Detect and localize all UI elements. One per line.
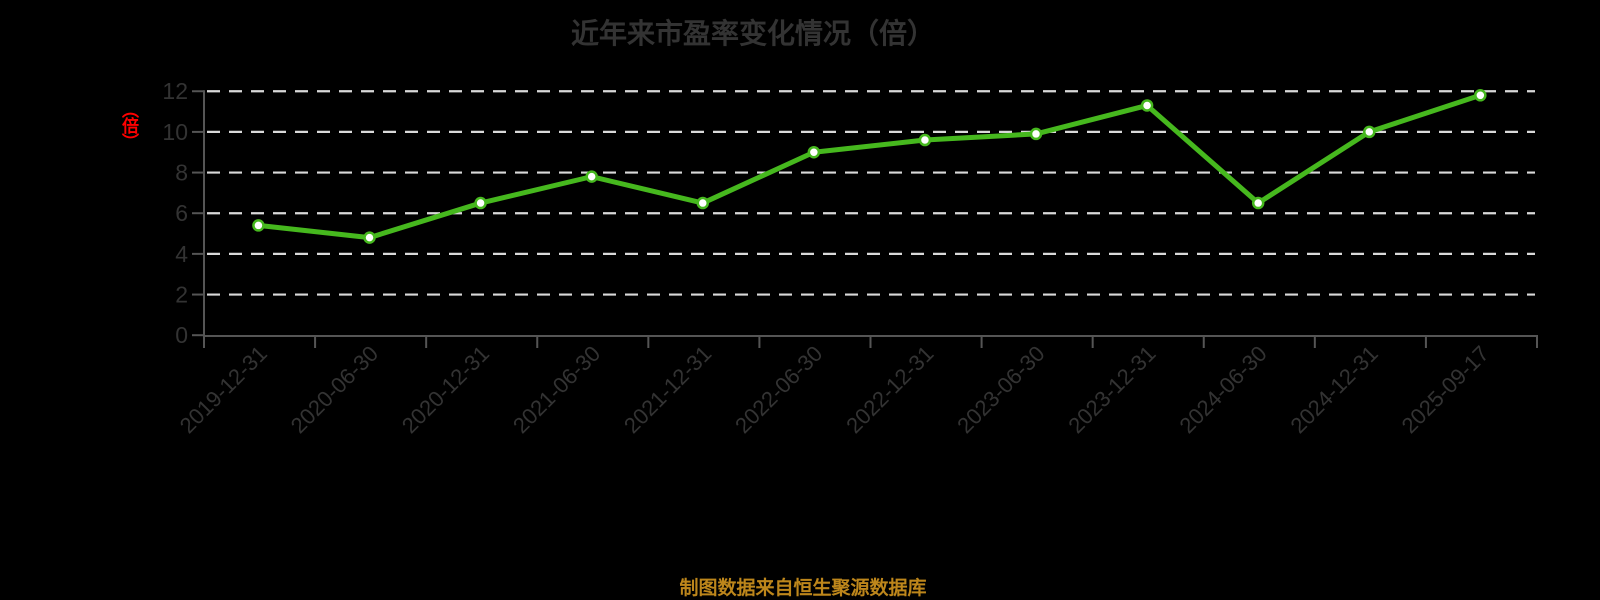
x-tick-label: 2019-12-31 bbox=[175, 341, 272, 438]
x-tick-label: 2021-06-30 bbox=[508, 341, 605, 438]
y-axis-unit-label: （倍） bbox=[119, 101, 138, 149]
y-tick-label: 4 bbox=[175, 241, 188, 267]
data-point-marker bbox=[585, 170, 598, 183]
data-point-marker bbox=[1029, 127, 1043, 141]
x-tick-label: 2022-06-30 bbox=[730, 341, 827, 438]
y-tick-label: 10 bbox=[162, 119, 188, 145]
x-tick-label: 2024-06-30 bbox=[1174, 341, 1271, 438]
y-tick-label: 8 bbox=[175, 160, 188, 186]
x-tick-label: 2021-12-31 bbox=[619, 341, 716, 438]
x-tick-label: 2025-09-17 bbox=[1397, 341, 1494, 438]
data-point-marker bbox=[363, 231, 376, 244]
data-point-marker bbox=[1251, 196, 1265, 210]
data-point-marker bbox=[1474, 89, 1487, 102]
x-tick-label: 2020-12-31 bbox=[397, 341, 494, 438]
y-tick-label: 6 bbox=[175, 200, 188, 226]
x-tick-label: 2023-06-30 bbox=[952, 341, 1049, 438]
data-point-marker bbox=[807, 145, 821, 159]
x-tick-label: 2020-06-30 bbox=[286, 341, 383, 438]
y-tick-label: 0 bbox=[175, 322, 188, 348]
data-point-marker bbox=[252, 219, 265, 232]
data-point-marker bbox=[918, 133, 932, 147]
data-point-marker bbox=[1140, 99, 1154, 112]
data-point-marker bbox=[1363, 125, 1376, 139]
data-point-marker bbox=[474, 196, 487, 210]
chart-title: 近年来市盈率变化情况（倍） bbox=[570, 18, 936, 49]
data-source-note: 制图数据来自恒生聚源数据库 bbox=[679, 578, 927, 599]
x-tick-label: 2023-12-31 bbox=[1063, 341, 1160, 438]
y-tick-label: 2 bbox=[175, 282, 188, 308]
data-point-marker bbox=[696, 196, 710, 210]
pe-ratio-line bbox=[255, 92, 1483, 241]
y-tick-label: 12 bbox=[162, 78, 188, 104]
x-tick-label: 2024-12-31 bbox=[1286, 341, 1383, 438]
x-tick-label: 2022-12-31 bbox=[841, 341, 938, 438]
